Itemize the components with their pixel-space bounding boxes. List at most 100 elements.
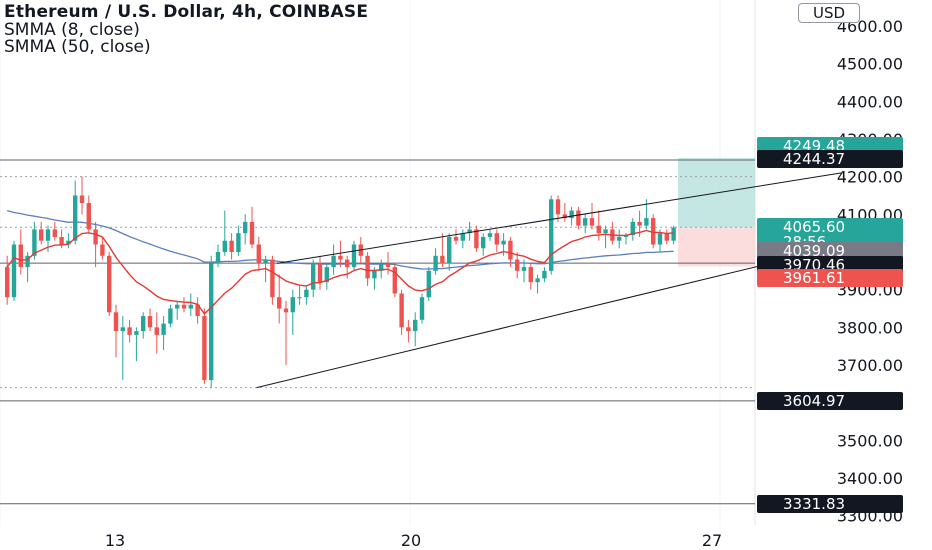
candle-body	[18, 244, 23, 268]
candle-body	[141, 316, 146, 332]
time-axis: 13 20 27	[105, 531, 722, 550]
candle	[617, 229, 622, 249]
price-tick: 4400.00	[837, 92, 903, 111]
chart-grid	[0, 0, 756, 525]
candle-body	[324, 267, 329, 283]
candle	[66, 233, 71, 249]
candle	[93, 221, 98, 268]
candle-body	[86, 203, 91, 230]
candle	[487, 229, 493, 241]
candle-body	[154, 327, 159, 335]
candle	[671, 225, 676, 245]
price-tick: 3500.00	[837, 431, 903, 450]
candle-body	[45, 229, 51, 241]
candle	[270, 255, 275, 305]
candle-body	[107, 255, 112, 313]
candle-body	[351, 244, 357, 268]
candle-body	[569, 210, 574, 219]
candle-body	[338, 255, 343, 260]
candle	[113, 304, 119, 358]
candle-body	[392, 267, 397, 294]
candle	[664, 229, 669, 245]
candle-body	[508, 240, 513, 260]
candle	[515, 252, 520, 279]
candle	[209, 255, 214, 388]
stop-zone	[678, 227, 755, 267]
candle-body	[467, 229, 472, 234]
candle	[657, 229, 663, 253]
candle-body	[93, 229, 98, 245]
candle	[324, 263, 329, 290]
candle-body	[603, 229, 608, 234]
candle-body	[290, 297, 295, 313]
candle-body	[229, 240, 234, 253]
candle-body	[161, 323, 166, 335]
candle-body	[542, 270, 547, 279]
candle	[18, 229, 23, 275]
candle-body	[243, 221, 248, 234]
candle-body	[487, 233, 493, 237]
candle	[603, 225, 608, 249]
candle-body	[419, 297, 425, 320]
time-tick: 27	[702, 531, 722, 550]
candle	[651, 214, 656, 249]
price-label: 3961.61	[757, 269, 903, 287]
candle	[392, 263, 397, 298]
candle-body	[311, 263, 316, 290]
position-zones	[678, 158, 755, 267]
candle	[79, 176, 85, 215]
price-tick: 3700.00	[837, 356, 903, 375]
candle-body	[317, 263, 323, 283]
candle	[39, 221, 44, 245]
candle-body	[270, 259, 275, 298]
candle	[25, 252, 30, 283]
candle	[249, 206, 255, 249]
price-label-value: 3961.61	[783, 269, 846, 287]
candle-body	[256, 244, 261, 264]
candle-body	[474, 229, 479, 249]
candle-body	[426, 270, 431, 298]
candle-body	[215, 252, 221, 264]
candle-body	[120, 327, 125, 332]
candle	[474, 225, 479, 253]
candle	[521, 259, 527, 283]
candle	[229, 233, 234, 260]
smma-8-line	[6, 229, 674, 315]
candle	[379, 259, 384, 279]
price-label-value: 3604.97	[783, 392, 846, 410]
candle-body	[331, 255, 336, 268]
candle	[304, 285, 309, 305]
smma-8-layer	[6, 229, 674, 315]
candle-body	[5, 267, 10, 298]
candle	[188, 293, 193, 317]
candle-body	[671, 227, 676, 241]
candle-body	[637, 221, 642, 226]
indicator-smma-50[interactable]: SMMA (50, close)	[4, 37, 151, 57]
candle	[100, 236, 105, 260]
candle-body	[549, 199, 554, 271]
candle	[413, 312, 418, 347]
candle-body	[617, 236, 622, 241]
candle-body	[453, 236, 459, 241]
candle-body	[589, 218, 595, 226]
candle-body	[66, 240, 71, 245]
candle-body	[263, 259, 268, 264]
candle-body	[651, 218, 656, 245]
candle-body	[113, 312, 119, 332]
price-label: 4039.09	[757, 242, 903, 260]
candle	[311, 259, 316, 298]
candle	[630, 218, 635, 241]
candle-body	[236, 233, 241, 253]
indicator-smma-8[interactable]: SMMA (8, close)	[4, 20, 140, 40]
candle-body	[406, 327, 411, 332]
candle-body	[644, 218, 649, 226]
candle-body	[79, 195, 85, 204]
currency-button[interactable]: USD	[798, 3, 860, 23]
candle-body	[515, 259, 520, 271]
candle	[338, 240, 343, 268]
candle-body	[297, 297, 302, 299]
candle-body	[249, 221, 255, 245]
candle	[589, 203, 595, 230]
candle-body	[222, 240, 227, 253]
